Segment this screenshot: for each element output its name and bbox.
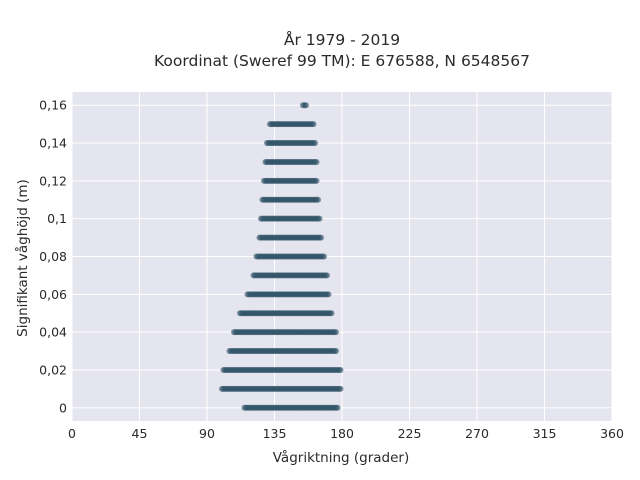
- y-axis-label: Signifikant våghöjd (m): [14, 179, 31, 337]
- scatter-point: [321, 253, 327, 260]
- x-tick-label: 45: [132, 426, 148, 441]
- x-tick-label: 360: [600, 426, 624, 441]
- y-tick-label: 0,04: [39, 325, 67, 340]
- scatter-point: [318, 234, 324, 241]
- scatter-point: [324, 272, 330, 279]
- x-tick-label: 135: [263, 426, 287, 441]
- scatter-point: [325, 291, 332, 298]
- x-tick-label: 180: [330, 426, 354, 441]
- y-tick-label: 0,08: [39, 249, 67, 264]
- chart-title-line2: Koordinat (Sweref 99 TM): E 676588, N 65…: [154, 52, 530, 70]
- x-tick-label: 270: [465, 426, 489, 441]
- y-tick-label: 0: [59, 400, 67, 415]
- scatter-point: [310, 121, 317, 128]
- x-axis-label: Vågriktning (grader): [273, 449, 410, 466]
- scatter-point: [313, 177, 320, 184]
- y-tick-label: 0,14: [39, 136, 67, 151]
- x-tick-label: 225: [398, 426, 422, 441]
- scatter-point: [333, 329, 339, 336]
- x-tick-label: 0: [68, 426, 76, 441]
- y-tick-label: 0,12: [39, 173, 67, 188]
- scatter-point: [337, 366, 344, 373]
- scatter-point: [315, 196, 321, 203]
- y-tick-label: 0,06: [39, 287, 67, 302]
- scatter-point: [333, 348, 339, 355]
- data-points: [219, 102, 344, 411]
- scatter-point: [303, 102, 309, 109]
- y-tick-label: 0,16: [39, 98, 67, 113]
- y-axis-ticks: 0 0,02 0,04 0,06 0,08 0,1 0,12 0,14 0,16: [39, 98, 67, 416]
- x-tick-label: 90: [199, 426, 215, 441]
- y-tick-label: 0,1: [47, 211, 67, 226]
- scatter-point: [312, 140, 318, 147]
- y-tick-label: 0,02: [39, 362, 67, 377]
- scatter-point: [337, 385, 344, 392]
- x-axis-ticks: 0 45 90 135 180 225 270 315 360: [68, 426, 624, 441]
- scatter-point: [328, 310, 335, 317]
- scatter-point: [334, 404, 341, 411]
- scatter-point: [316, 215, 323, 222]
- scatter-point: [313, 158, 320, 165]
- x-tick-label: 315: [533, 426, 557, 441]
- chart-title-line1: År 1979 - 2019: [284, 30, 400, 49]
